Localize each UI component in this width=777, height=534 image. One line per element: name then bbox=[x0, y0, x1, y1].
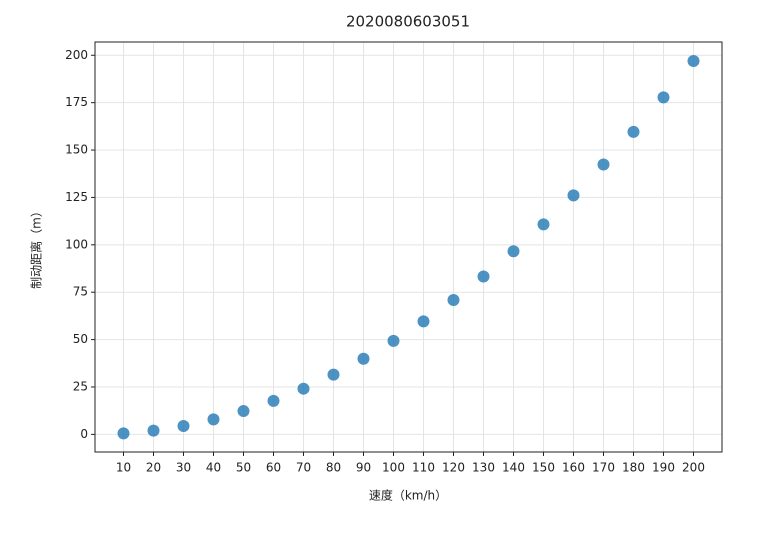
x-tick-label: 170 bbox=[592, 461, 615, 475]
point bbox=[147, 424, 160, 437]
y-tick-label: 75 bbox=[73, 285, 88, 299]
x-axis-label: 速度（km/h） bbox=[369, 488, 447, 503]
point bbox=[387, 334, 400, 347]
point bbox=[627, 125, 640, 138]
y-tick-label: 100 bbox=[65, 237, 88, 251]
point bbox=[117, 427, 130, 440]
x-tick-label: 50 bbox=[236, 461, 251, 475]
x-tick-label: 80 bbox=[326, 461, 341, 475]
point bbox=[417, 315, 430, 328]
point bbox=[657, 91, 670, 104]
x-tick-label: 20 bbox=[146, 461, 161, 475]
y-tick-label: 50 bbox=[73, 332, 88, 346]
point bbox=[477, 270, 490, 283]
point bbox=[597, 158, 610, 171]
x-tick-label: 10 bbox=[116, 461, 131, 475]
x-tick-label: 200 bbox=[682, 461, 705, 475]
x-tick-label: 60 bbox=[266, 461, 281, 475]
point bbox=[267, 394, 280, 407]
point bbox=[357, 352, 370, 365]
y-tick-label: 0 bbox=[80, 427, 88, 441]
x-tick-label: 160 bbox=[562, 461, 585, 475]
y-tick-label: 175 bbox=[65, 95, 88, 109]
x-tick-label: 190 bbox=[652, 461, 675, 475]
point bbox=[507, 245, 520, 258]
x-tick-label: 70 bbox=[296, 461, 311, 475]
point bbox=[447, 293, 460, 306]
x-tick-label: 90 bbox=[356, 461, 371, 475]
plot-frame bbox=[94, 41, 723, 453]
x-tick-label: 180 bbox=[622, 461, 645, 475]
x-tick-label: 30 bbox=[176, 461, 191, 475]
chart-title: 2020080603051 bbox=[346, 13, 470, 31]
x-tick-label: 100 bbox=[382, 461, 405, 475]
y-tick-label: 25 bbox=[73, 379, 88, 393]
point bbox=[297, 382, 310, 395]
point bbox=[207, 413, 220, 426]
point bbox=[537, 218, 550, 231]
x-tick-label: 130 bbox=[472, 461, 495, 475]
point bbox=[177, 420, 190, 433]
x-tick-label: 40 bbox=[206, 461, 221, 475]
y-tick-label: 150 bbox=[65, 143, 88, 157]
point bbox=[567, 189, 580, 202]
point bbox=[687, 54, 700, 67]
point bbox=[237, 405, 250, 418]
x-tick-label: 140 bbox=[502, 461, 525, 475]
x-tick-label: 110 bbox=[412, 461, 435, 475]
y-tick-label: 125 bbox=[65, 190, 88, 204]
y-tick-label: 200 bbox=[65, 48, 88, 62]
x-tick-label: 150 bbox=[532, 461, 555, 475]
y-axis-label: 制动距离（m） bbox=[29, 205, 44, 289]
point bbox=[327, 368, 340, 381]
x-tick-label: 120 bbox=[442, 461, 465, 475]
